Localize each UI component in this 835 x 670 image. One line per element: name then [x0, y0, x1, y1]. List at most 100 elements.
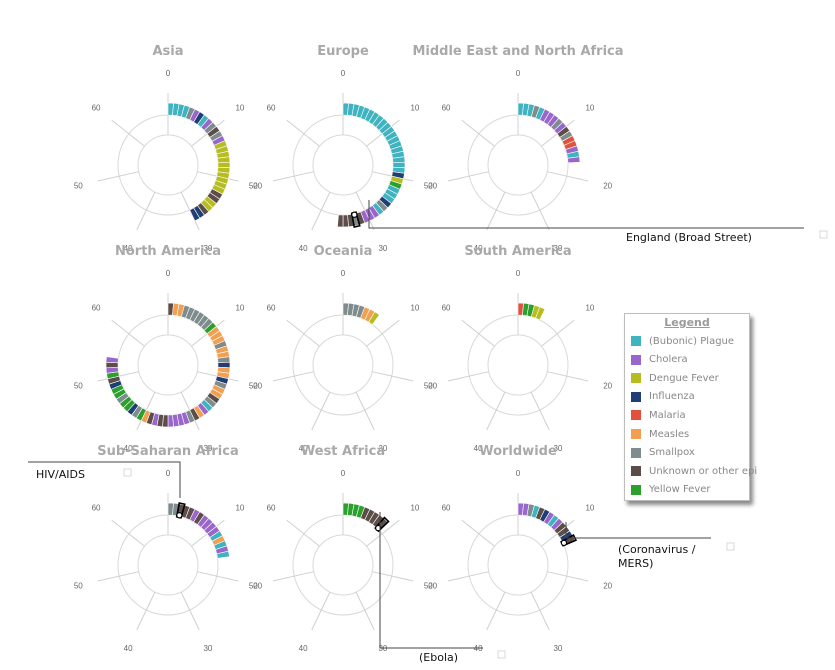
- panel-title: North America: [115, 244, 221, 259]
- legend-swatch: [631, 336, 641, 346]
- axis-spoke-50: [272, 571, 314, 582]
- inner-guide-ring: [137, 534, 199, 596]
- inner-guide-ring: [312, 534, 374, 596]
- legend-title: Legend: [664, 316, 710, 329]
- legend-item-bubonic-plague[interactable]: (Bubonic) Plague: [631, 334, 734, 348]
- legend-swatch: [631, 447, 641, 458]
- axis-spoke-40: [136, 591, 156, 631]
- tick-label-10: 10: [235, 104, 244, 113]
- tick-label-20: 20: [603, 181, 612, 190]
- axis-spoke-50: [97, 571, 139, 582]
- panel-middle-east-and-north-africa: Middle East and North Africa 0 10 20 30 40 50 6…: [412, 44, 623, 253]
- segment-north-america-35[interactable]: [167, 414, 174, 428]
- segment-oceania-7[interactable]: [368, 311, 380, 325]
- tick-label-0: 0: [341, 469, 346, 478]
- axis-spoke-40: [486, 191, 506, 231]
- axis-spoke-60: [286, 519, 320, 547]
- segment-sub-saharan-africa-16[interactable]: [216, 550, 230, 559]
- axis-spoke-30: [530, 191, 550, 231]
- legend-swatch: [631, 429, 641, 439]
- legend-label: Measles: [649, 428, 690, 440]
- tick-label-30: 30: [553, 444, 562, 453]
- tick-label-20: 20: [428, 381, 437, 390]
- axis-spoke-30: [530, 391, 550, 431]
- inner-guide-ring: [312, 334, 374, 396]
- callout-ebola-label: (Ebola): [419, 651, 458, 664]
- segment-asia-30[interactable]: [189, 207, 201, 222]
- tick-label-60: 60: [442, 504, 451, 513]
- panel-title: Middle East and North Africa: [412, 44, 623, 59]
- legend-item-influenza[interactable]: Influenza: [631, 390, 695, 404]
- legend-item-measles[interactable]: Measles: [631, 427, 689, 441]
- axis-spoke-20: [547, 371, 589, 382]
- axis-spoke-20: [547, 571, 589, 582]
- legend-label: Cholera: [649, 354, 688, 366]
- callout-handle-coronavirus[interactable]: [726, 542, 735, 551]
- legend-item-malaria[interactable]: Malaria: [631, 408, 686, 422]
- tick-label-10: 10: [235, 304, 244, 313]
- segment-north-america-18[interactable]: [217, 361, 231, 369]
- panel-oceania: Oceania 0 10 20 30 40 50 60: [249, 244, 438, 453]
- legend-item-cholera[interactable]: Cholera: [631, 353, 688, 367]
- panel-south-america: South America 0 10 20 30 40 50 60: [424, 244, 613, 453]
- tick-label-50: 50: [249, 181, 258, 190]
- panel-asia: Asia 0 10 20 30 40 50 60: [74, 44, 263, 253]
- legend-swatch: [631, 354, 641, 365]
- tick-label-10: 10: [410, 504, 419, 513]
- callout-handle-hiv[interactable]: [123, 468, 132, 477]
- pin-coronavirus-dot[interactable]: [560, 539, 568, 547]
- axis-spoke-50: [272, 171, 314, 182]
- callout-handle-ebola[interactable]: [497, 650, 506, 659]
- segment-asia-18[interactable]: [217, 161, 231, 169]
- callout-handle-england[interactable]: [819, 230, 828, 239]
- tick-label-10: 10: [410, 104, 419, 113]
- legend-item-yellow-fever[interactable]: Yellow Fever: [631, 483, 711, 497]
- tick-label-60: 60: [267, 504, 276, 513]
- legend-item-dengue-fever[interactable]: Dengue Fever: [631, 371, 719, 385]
- tick-label-50: 50: [74, 381, 83, 390]
- inner-guide-ring: [487, 334, 549, 396]
- legend-swatch: [631, 410, 641, 421]
- axis-spoke-50: [447, 171, 489, 182]
- callout-mers-label: MERS): [618, 557, 653, 570]
- tick-label-20: 20: [428, 181, 437, 190]
- pin-england-dot[interactable]: [351, 211, 358, 218]
- callout-line-hiv: [28, 461, 181, 498]
- tick-label-50: 50: [424, 181, 433, 190]
- axis-spoke-20: [197, 571, 239, 582]
- axis-spoke-50: [447, 371, 489, 382]
- panel-title: South America: [464, 244, 571, 259]
- axis-spoke-50: [447, 571, 489, 582]
- panel-title: Sub-Saharan Africa: [97, 444, 239, 459]
- segment-north-america-54[interactable]: [105, 356, 119, 364]
- tick-label-0: 0: [166, 469, 171, 478]
- legend-item-smallpox[interactable]: Smallpox: [631, 446, 695, 460]
- legend-item-unknown-or-other-epi[interactable]: Unknown or other epi: [631, 464, 757, 478]
- axis-spoke-60: [461, 319, 495, 347]
- callout-hiv-label: HIV/AIDS: [36, 468, 85, 481]
- axis-spoke-20: [547, 171, 589, 182]
- tick-label-10: 10: [410, 304, 419, 313]
- tick-label-40: 40: [124, 244, 133, 253]
- segment-south-america-5[interactable]: [535, 306, 546, 321]
- segment-north-america-53[interactable]: [105, 361, 119, 369]
- tick-label-20: 20: [253, 381, 262, 390]
- segment-middle-east-and-north-africa-17[interactable]: [567, 156, 581, 164]
- segment-europe-18[interactable]: [392, 161, 406, 169]
- tick-label-50: 50: [424, 581, 433, 590]
- callout-line-england: [368, 200, 804, 229]
- tick-label-40: 40: [124, 444, 133, 453]
- segment-europe-36[interactable]: [337, 214, 344, 228]
- tick-label-0: 0: [166, 269, 171, 278]
- axis-spoke-10: [366, 519, 400, 547]
- legend-label: Malaria: [649, 409, 686, 421]
- tick-label-0: 0: [166, 69, 171, 78]
- panel-sub-saharan-africa: Sub-Saharan Africa 0 10 20 30 40 50 60: [74, 444, 263, 653]
- pin-hiv-dot[interactable]: [176, 512, 183, 519]
- tick-label-20: 20: [253, 181, 262, 190]
- inner-guide-ring: [487, 134, 549, 196]
- tick-label-50: 50: [249, 381, 258, 390]
- panel-europe: Europe 0 10 20 30 40 50 60: [249, 44, 438, 253]
- tick-label-40: 40: [124, 644, 133, 653]
- segment-europe-35[interactable]: [342, 214, 349, 228]
